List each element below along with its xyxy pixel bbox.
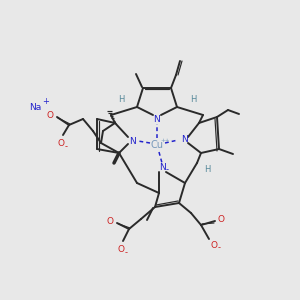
Text: H: H (190, 94, 196, 103)
Text: -: - (166, 166, 169, 175)
Text: ++: ++ (160, 139, 170, 143)
Text: -: - (64, 142, 68, 152)
Text: -: - (124, 248, 128, 257)
Text: -: - (218, 244, 220, 253)
Text: H: H (204, 164, 210, 173)
Text: N: N (129, 136, 135, 146)
Text: O: O (106, 217, 113, 226)
Text: O: O (211, 241, 218, 250)
Text: N: N (154, 115, 160, 124)
Text: O: O (46, 110, 53, 119)
Text: Cu: Cu (151, 140, 164, 150)
Text: +: + (43, 97, 50, 106)
Text: O: O (58, 139, 64, 148)
Text: O: O (118, 244, 124, 253)
Text: H: H (118, 94, 124, 103)
Text: N: N (181, 136, 188, 145)
Text: O: O (218, 215, 224, 224)
Text: Na: Na (29, 103, 41, 112)
Text: N: N (159, 164, 165, 172)
